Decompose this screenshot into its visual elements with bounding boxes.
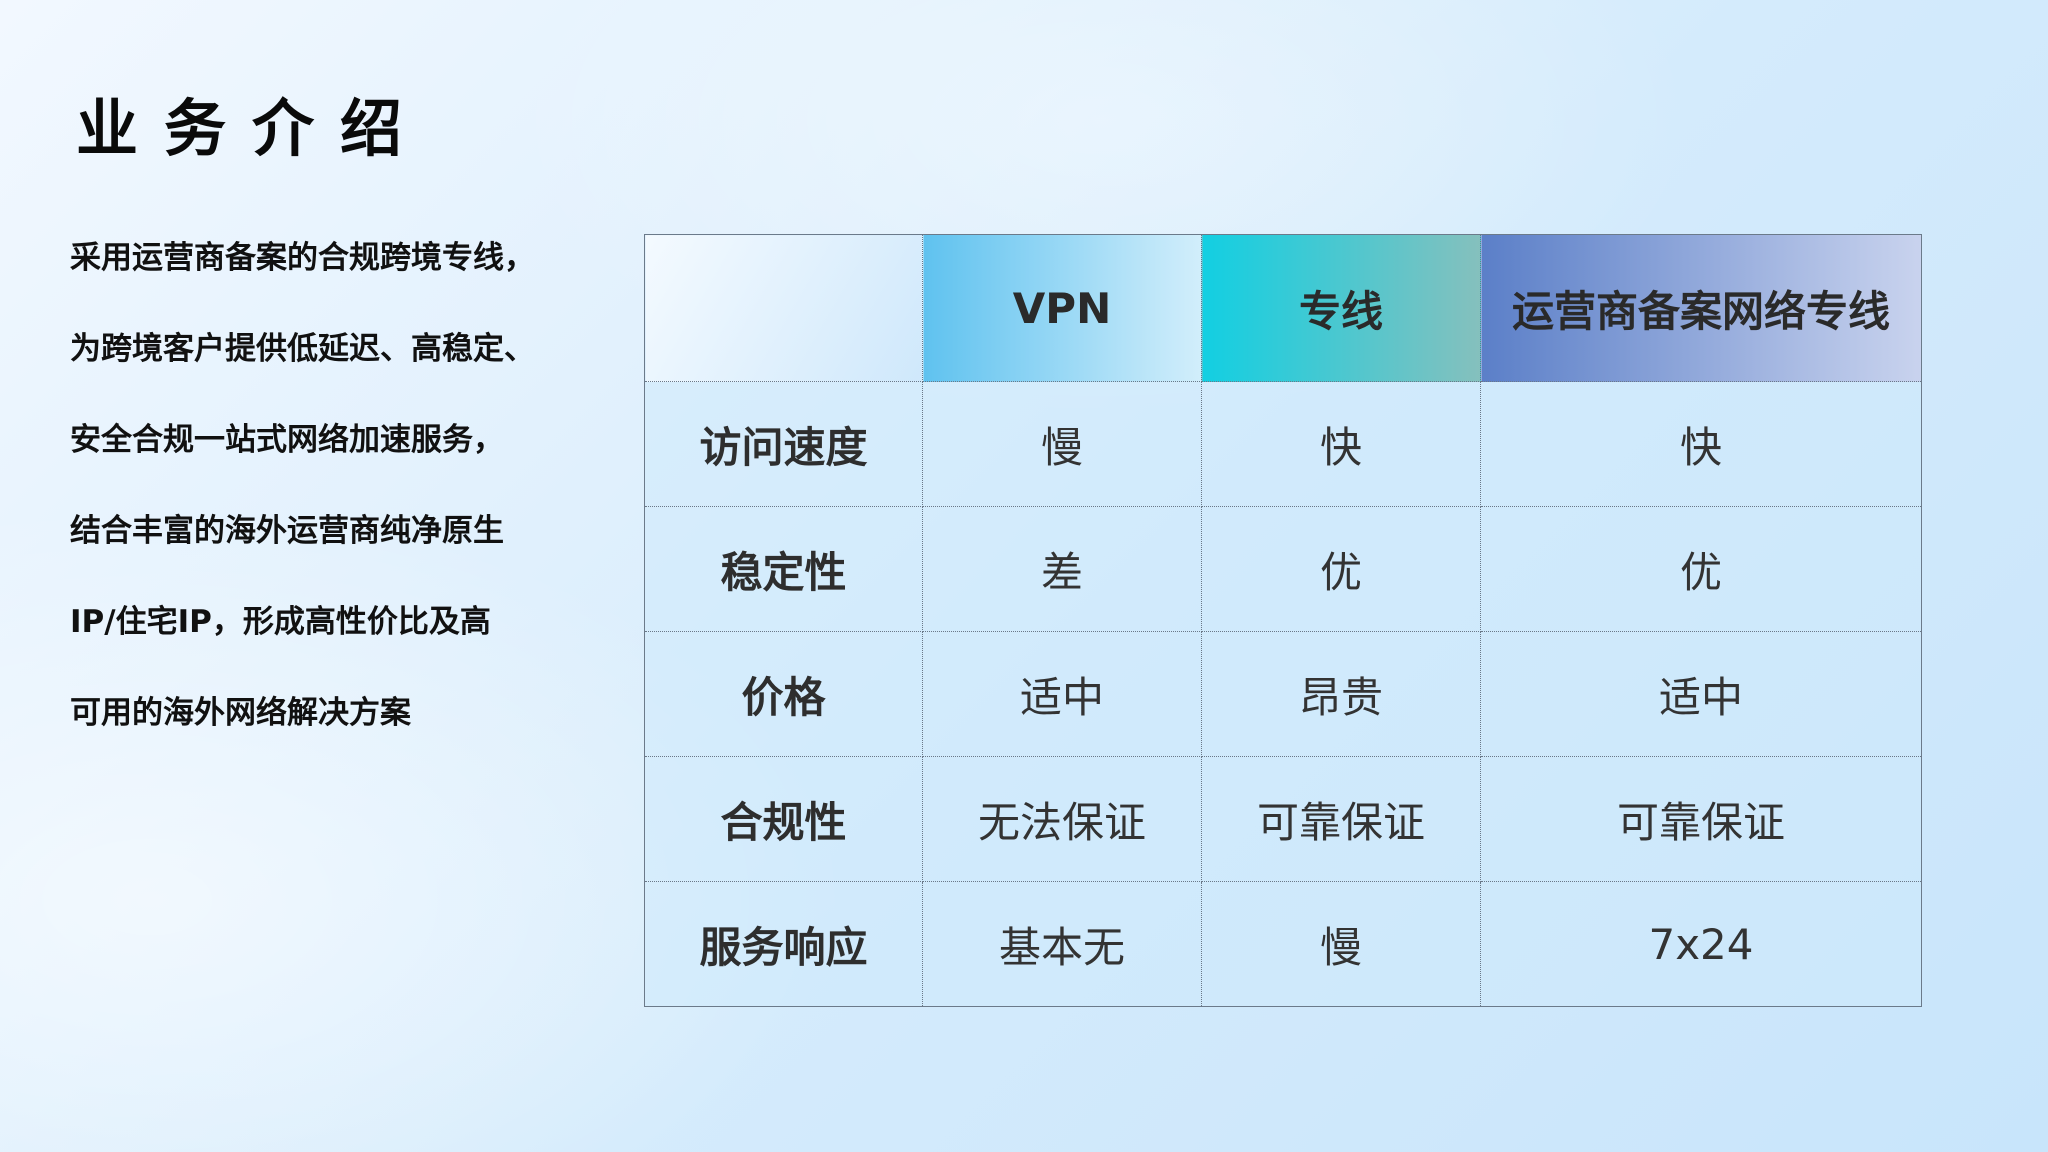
table-cell: 适中 bbox=[922, 631, 1202, 757]
table-cell: 慢 bbox=[1201, 881, 1481, 1007]
table-cell: 优 bbox=[1201, 506, 1481, 632]
table-cell: 适中 bbox=[1480, 631, 1922, 757]
table-cell: 无法保证 bbox=[922, 756, 1202, 882]
intro-line: 采用运营商备案的合规跨境专线， bbox=[70, 240, 535, 276]
table-cell: 可靠保证 bbox=[1480, 756, 1922, 882]
table-cell: 7x24 bbox=[1480, 881, 1922, 1007]
table-row: 合规性 无法保证 可靠保证 可靠保证 bbox=[644, 756, 1922, 882]
table-row: 服务响应 基本无 慢 7x24 bbox=[644, 881, 1922, 1007]
table-row: 访问速度 慢 快 快 bbox=[644, 381, 1922, 507]
row-label: 合规性 bbox=[644, 756, 923, 882]
row-label: 稳定性 bbox=[644, 506, 923, 632]
table-cell: 可靠保证 bbox=[1201, 756, 1481, 882]
page-title: 业务介绍 bbox=[76, 92, 429, 165]
table-cell: 优 bbox=[1480, 506, 1922, 632]
header-empty bbox=[644, 234, 923, 382]
intro-line: IP/住宅IP，形成高性价比及高 bbox=[70, 604, 491, 640]
row-label: 价格 bbox=[644, 631, 923, 757]
table-cell: 基本无 bbox=[922, 881, 1202, 1007]
table-cell: 慢 bbox=[922, 381, 1202, 507]
table-row: 价格 适中 昂贵 适中 bbox=[644, 631, 1922, 757]
intro-line: 可用的海外网络解决方案 bbox=[70, 695, 411, 731]
header-dedicated-line: 专线 bbox=[1201, 234, 1481, 382]
comparison-table: VPN 专线 运营商备案网络专线 访问速度 慢 快 快 稳定性 差 优 优 价格… bbox=[644, 234, 1922, 1007]
intro-line: 为跨境客户提供低延迟、高稳定、 bbox=[70, 331, 535, 367]
row-label: 访问速度 bbox=[644, 381, 923, 507]
table-header-row: VPN 专线 运营商备案网络专线 bbox=[644, 234, 1922, 382]
table-cell: 昂贵 bbox=[1201, 631, 1481, 757]
row-label: 服务响应 bbox=[644, 881, 923, 1007]
header-vpn: VPN bbox=[922, 234, 1202, 382]
intro-paragraph: 采用运营商备案的合规跨境专线， 为跨境客户提供低延迟、高稳定、 安全合规一站式网… bbox=[70, 234, 630, 780]
table-cell: 快 bbox=[1480, 381, 1922, 507]
intro-line: 结合丰富的海外运营商纯净原生 bbox=[70, 513, 504, 549]
table-cell: 差 bbox=[922, 506, 1202, 632]
header-carrier-line: 运营商备案网络专线 bbox=[1480, 234, 1922, 382]
table-cell: 快 bbox=[1201, 381, 1481, 507]
intro-line: 安全合规一站式网络加速服务， bbox=[70, 422, 504, 458]
table-row: 稳定性 差 优 优 bbox=[644, 506, 1922, 632]
